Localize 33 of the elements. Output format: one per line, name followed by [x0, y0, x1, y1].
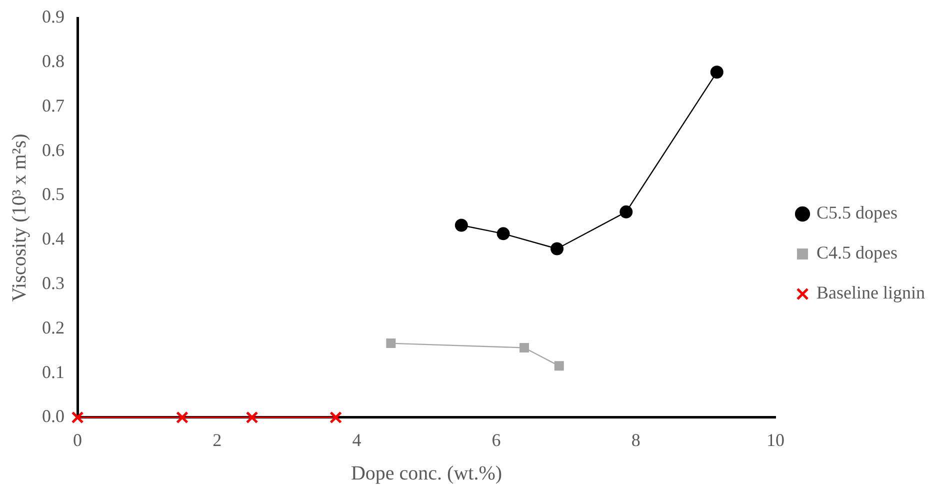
y-axis-title: Viscosity (10³ x m²s)	[8, 134, 30, 302]
point	[496, 227, 510, 240]
point	[454, 218, 468, 232]
x-tick-label: 0	[73, 430, 82, 450]
point	[554, 361, 564, 371]
x-tick-label: 4	[352, 430, 362, 450]
y-tick-label: 0.8	[42, 51, 64, 72]
point	[71, 411, 84, 424]
x-tick-label: 10	[766, 430, 785, 450]
y-tick-label: 0.0	[42, 406, 64, 426]
point	[620, 205, 633, 218]
point	[519, 342, 529, 352]
point	[176, 411, 188, 424]
y-tick-label: 0.4	[42, 228, 64, 249]
x-tick-label: 6	[492, 430, 501, 450]
legend-label: C5.5 dopes	[816, 202, 898, 223]
y-tick-label: 0.9	[42, 6, 64, 27]
x-tick-label: 8	[631, 430, 640, 450]
legend-label: Baseline lignin	[816, 282, 925, 303]
y-tick-label: 0.5	[42, 184, 64, 204]
y-tick-label: 0.1	[42, 362, 64, 382]
point	[710, 66, 724, 79]
y-tick-label: 0.3	[42, 273, 64, 293]
legend-label: C4.5 dopes	[816, 242, 898, 263]
y-tick-label: 0.7	[42, 95, 64, 116]
y-tick-label: 0.6	[42, 140, 64, 160]
point	[386, 338, 396, 348]
y-tick-label: 0.2	[42, 317, 64, 338]
point	[330, 411, 342, 424]
point	[550, 242, 564, 256]
point	[246, 411, 258, 424]
x-axis-title: Dope conc. (wt.%)	[350, 462, 502, 484]
x-tick-label: 2	[212, 430, 222, 450]
